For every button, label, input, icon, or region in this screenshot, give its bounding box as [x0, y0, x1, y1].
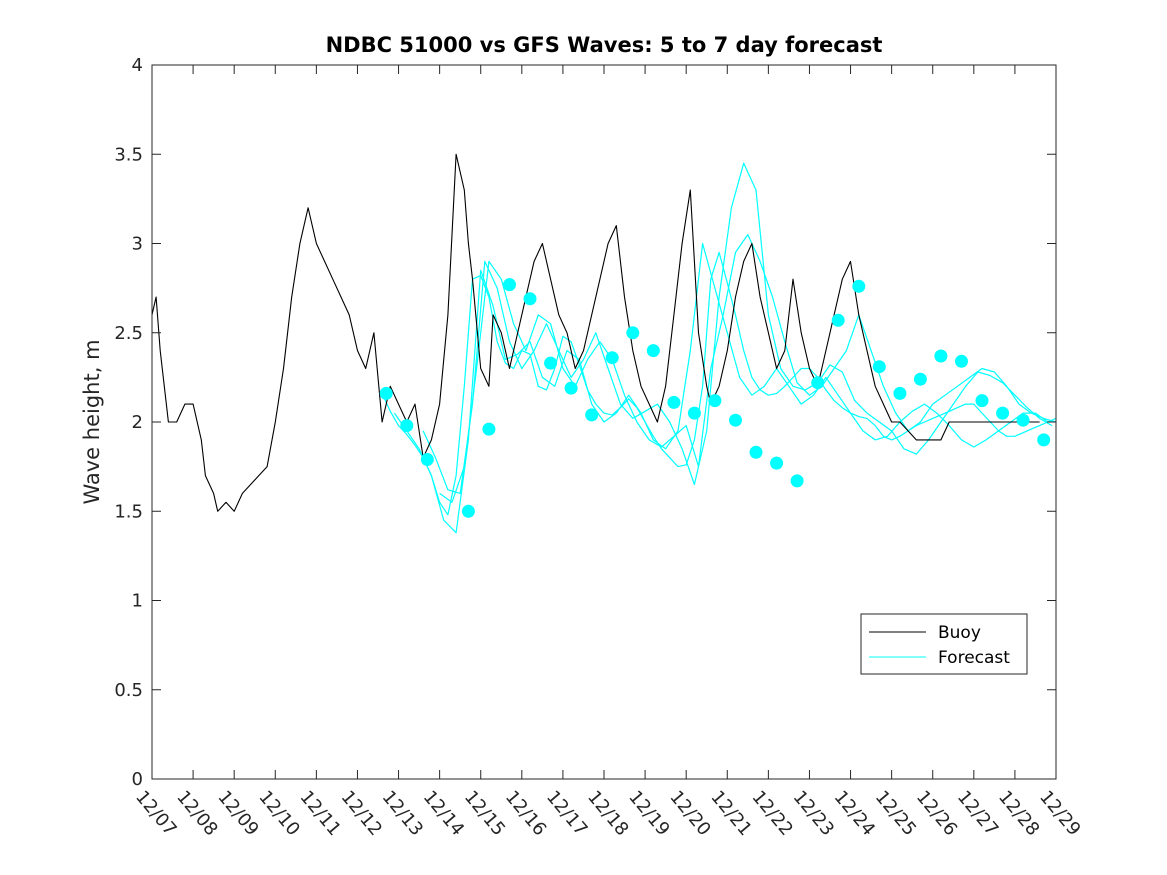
forecast-marker: [872, 360, 886, 374]
forecast-line-4: [439, 234, 1056, 503]
forecast-marker: [585, 408, 599, 422]
y-tick-label: 1.5: [114, 501, 143, 522]
forecast-marker: [790, 474, 804, 488]
forecast-line-2: [393, 242, 1049, 534]
forecast-marker: [975, 394, 989, 408]
forecast-line-3: [422, 162, 1053, 494]
forecast-marker: [687, 406, 701, 420]
forecast-marker: [400, 419, 414, 433]
forecast-marker: [420, 453, 434, 466]
legend-buoy-label: Buoy: [938, 623, 981, 643]
forecast-marker: [626, 326, 640, 340]
y-tick-label: 2: [132, 412, 143, 433]
forecast-marker: [379, 386, 393, 400]
y-tick-label: 3: [132, 234, 143, 255]
forecast-marker: [1016, 413, 1030, 427]
forecast-marker: [770, 456, 784, 470]
forecast-marker: [544, 356, 558, 370]
y-tick-label: 3.5: [114, 144, 143, 165]
y-tick-label: 0: [132, 769, 143, 790]
chart-title: NDBC 51000 vs GFS Waves: 5 to 7 day fore…: [326, 33, 883, 57]
legend-forecast-label: Forecast: [938, 648, 1010, 668]
y-tick-label: 1: [132, 591, 143, 612]
forecast-marker: [893, 386, 907, 400]
forecast-marker: [708, 394, 722, 408]
forecast-marker: [503, 278, 516, 292]
legend: Buoy Forecast: [860, 613, 1028, 675]
forecast-marker: [913, 372, 927, 386]
forecast-marker: [831, 313, 845, 327]
forecast-marker: [729, 413, 742, 427]
legend-box: [860, 613, 1028, 675]
forecast-line-1: [381, 251, 1056, 516]
forecast-marker: [852, 279, 866, 293]
forecast-marker: [605, 351, 619, 365]
forecast-marker: [996, 406, 1010, 420]
y-tick-label: 0.5: [114, 680, 143, 701]
plot-layer: [152, 153, 1056, 534]
forecast-marker: [1037, 433, 1051, 447]
forecast-marker: [564, 381, 578, 395]
y-axis-title: Wave height, m: [80, 339, 104, 504]
y-tick-label: 2.5: [114, 323, 143, 344]
series-group: [152, 153, 1056, 534]
forecast-marker: [934, 349, 948, 363]
forecast-marker: [811, 376, 825, 390]
forecast-marker: [955, 354, 968, 368]
forecast-marker: [749, 445, 763, 459]
forecast-marker: [482, 422, 496, 436]
forecast-marker: [646, 344, 660, 358]
forecast-marker: [667, 395, 681, 409]
forecast-marker: [461, 504, 475, 518]
forecast-marker: [523, 292, 537, 306]
y-tick-label: 4: [132, 55, 143, 76]
buoy-line: [152, 153, 1040, 512]
